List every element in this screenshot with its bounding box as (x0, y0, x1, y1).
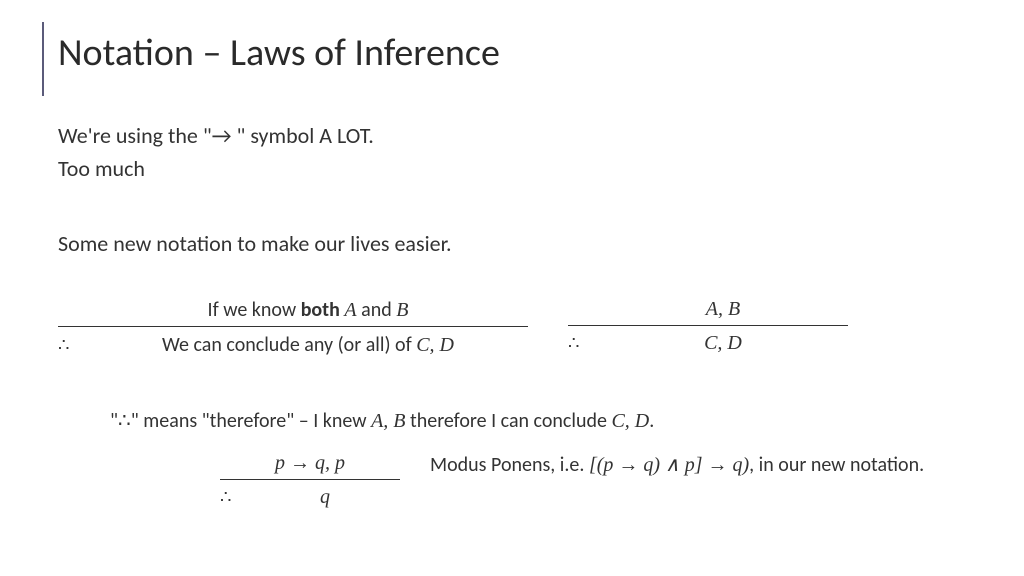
mp-conclusion: q (250, 486, 400, 509)
line-1: We're using the "→ " symbol A LOT. (58, 122, 968, 149)
therefore-explanation: "∴" means "therefore" – I knew A, B ther… (110, 408, 654, 433)
conclusion-verbose: We can conclude any (or all) of C, D (88, 333, 528, 357)
therefore-icon: ∴ (220, 486, 250, 508)
rule-verbose: If we know both A and B ∴ We can conclud… (58, 298, 528, 357)
modus-ponens-block: p → q, p ∴ q Modus Ponens, i.e. [(p → q)… (220, 452, 980, 509)
mp-desc-c: , in our new notation. (749, 453, 924, 477)
inference-line (220, 479, 400, 480)
premise-compact: A, B (598, 298, 848, 321)
premise-a: If we know (208, 298, 301, 322)
line1-a: We're using the " (58, 122, 212, 149)
inference-line (58, 326, 528, 327)
conclusion-compact: C, D (598, 332, 848, 355)
therefore-icon: ∴ (568, 332, 598, 354)
arrow-symbol: → (212, 122, 232, 149)
mp-premise: p → q, p (220, 452, 400, 475)
line-3: Some new notation to make our lives easi… (58, 230, 968, 257)
ex-a: " (110, 409, 118, 433)
title-accent-bar (42, 22, 44, 96)
mp-formula: [(p → q) ∧ p] → q) (589, 454, 749, 476)
var-AB: A, B (371, 410, 405, 432)
ex-g: . (649, 409, 654, 433)
var-A: A (344, 299, 356, 321)
modus-ponens-description: Modus Ponens, i.e. [(p → q) ∧ p] → q), i… (430, 452, 950, 479)
line1-c: " symbol A LOT. (232, 122, 374, 149)
rule-compact: A, B ∴ C, D (568, 298, 848, 357)
therefore-icon: ∴ (58, 334, 88, 356)
ex-c: " means "therefore" – I knew (131, 409, 371, 433)
var-B: B (396, 299, 408, 321)
ex-e: therefore I can conclude (406, 409, 612, 433)
inference-line (568, 325, 848, 326)
premise-both: both (301, 298, 340, 322)
var-CD: C, D (611, 410, 649, 432)
premise-verbose: If we know both A and B (88, 298, 528, 322)
body-text: We're using the "→ " symbol A LOT. Too m… (58, 122, 968, 257)
modus-ponens-rule: p → q, p ∴ q (220, 452, 400, 509)
line-2: Too much (58, 155, 968, 182)
premise-e: and (357, 298, 397, 322)
mp-desc-a: Modus Ponens, i.e. (430, 453, 589, 477)
therefore-icon: ∴ (118, 409, 131, 433)
inference-rules-row: If we know both A and B ∴ We can conclud… (58, 298, 968, 357)
concl-a: We can conclude any (or all) of (162, 333, 416, 357)
var-CD: C, D (416, 334, 454, 356)
slide-title: Notation – Laws of Inference (58, 30, 500, 76)
